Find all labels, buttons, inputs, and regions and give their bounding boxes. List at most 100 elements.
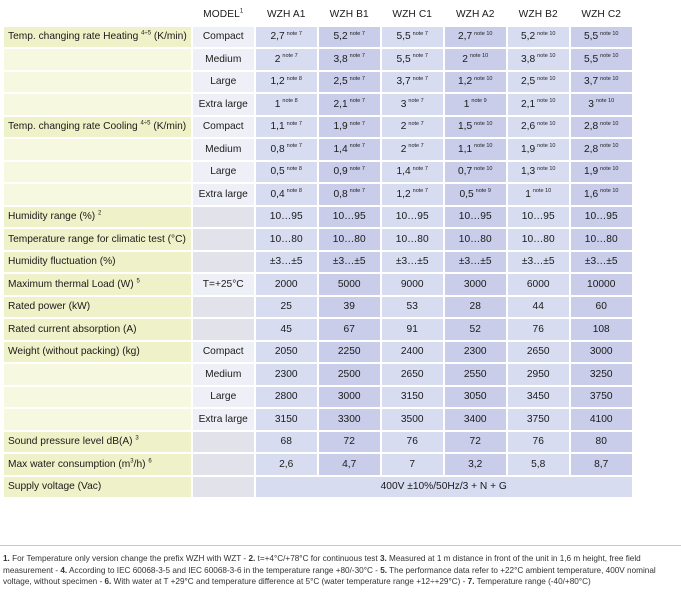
row-variant	[192, 251, 254, 272]
value-text: 10…95	[584, 211, 618, 223]
row-variant	[192, 476, 254, 497]
value-text: 1,5	[457, 121, 473, 133]
value-text: 5000	[337, 278, 361, 290]
value-text: 3000	[337, 391, 361, 403]
table-row: Rated power (kW) 25 39 53 28 44 60	[4, 296, 632, 317]
row-label: Humidity fluctuation (%)	[4, 251, 191, 272]
value-cell: ±3…±5	[507, 251, 569, 272]
value-cell: 1,1 note 7	[255, 116, 317, 137]
note-ref: note 10	[537, 30, 556, 37]
value-text: 72	[343, 436, 355, 448]
note-ref: note 7	[408, 120, 424, 127]
value-text: 2,7	[270, 31, 285, 43]
value-cell: 5,2 note 10	[507, 26, 569, 47]
value-text: 10…80	[332, 233, 366, 245]
value-text: 1,9	[520, 143, 536, 155]
value-cell: 0,8 note 7	[255, 139, 317, 160]
model-name: WZH C1	[381, 4, 443, 25]
table-row: Large 1,2 note 8 2,5 note 7 3,7 note 7 1,2 note …	[4, 71, 632, 92]
note-ref: note 7	[349, 75, 365, 82]
value-text: 2950	[526, 368, 550, 380]
value-cell: ±3…±5	[444, 251, 506, 272]
value-text: 108	[592, 323, 610, 335]
value-cell: 5,5 note 7	[381, 49, 443, 70]
value-cell: 108	[570, 319, 632, 340]
value-cell: 67	[318, 319, 380, 340]
value-text: 44	[532, 301, 544, 313]
value-cell: 3050	[444, 386, 506, 407]
value-cell: 1,9 note 10	[570, 161, 632, 182]
row-variant	[192, 206, 254, 227]
value-text: 3300	[337, 413, 361, 425]
value-cell: 10…95	[318, 206, 380, 227]
footnote-text: The performance data refer to +22°C ambi…	[3, 565, 656, 587]
value-cell: 1,6 note 10	[570, 184, 632, 205]
value-cell: 2,6	[255, 454, 317, 475]
value-cell: 0,7 note 10	[444, 161, 506, 182]
table-row: Temp. changing rate Heating 4÷5 (K/min) C…	[4, 26, 632, 47]
value-text: 2500	[337, 368, 361, 380]
value-text: 72	[469, 436, 481, 448]
value-text: 10…95	[521, 211, 555, 223]
row-label-text: Rated power (kW)	[8, 301, 91, 313]
value-text: 3150	[400, 391, 424, 403]
value-text: 2	[400, 143, 407, 155]
table-row: Supply voltage (Vac) 400V ±10%/50Hz/3 + N…	[4, 476, 632, 497]
note-ref: note 9	[475, 188, 491, 195]
row-variant: Medium	[192, 139, 254, 160]
row-label	[4, 409, 191, 430]
footnote-text: With water at T +29°C and temperature di…	[111, 577, 468, 586]
value-cell: 3 note 10	[570, 94, 632, 115]
row-label	[4, 94, 191, 115]
row-label-sup: 4÷5	[140, 120, 151, 127]
value-cell: 2800	[255, 386, 317, 407]
value-cell: 4,7	[318, 454, 380, 475]
footnote-number: 5.	[380, 565, 388, 575]
value-text: 2,5	[520, 76, 536, 88]
row-variant: Extra large	[192, 184, 254, 205]
model-header: MODEL1	[192, 4, 254, 25]
value-text: ±3…±5	[458, 256, 492, 268]
value-cell: 3 note 7	[381, 94, 443, 115]
value-text: 2	[400, 121, 407, 133]
value-text: 2	[274, 53, 281, 65]
value-cell: 5,2 note 7	[318, 26, 380, 47]
value-cell: 2 note 7	[255, 49, 317, 70]
value-cell: 45	[255, 319, 317, 340]
note-ref: note 7	[412, 188, 428, 195]
value-text: 10…80	[521, 233, 555, 245]
value-text: 0,7	[457, 166, 473, 178]
row-label-sup: 3	[130, 458, 134, 465]
value-text: ±3…±5	[584, 256, 618, 268]
value-cell: 10…80	[318, 229, 380, 250]
model-name: WZH B2	[507, 4, 569, 25]
row-label: Weight (without packing) (kg)	[4, 341, 191, 362]
note-ref: note 7	[282, 53, 298, 60]
value-text: 2	[462, 53, 468, 65]
footnote-number: 4.	[60, 565, 68, 575]
value-cell: 52	[444, 319, 506, 340]
value-cell: 3150	[255, 409, 317, 430]
value-cell: 3000	[444, 274, 506, 295]
value-cell: 3300	[318, 409, 380, 430]
value-text: ±3…±5	[332, 256, 366, 268]
value-cell: ±3…±5	[318, 251, 380, 272]
value-cell: 1,4 note 7	[318, 139, 380, 160]
value-cell: 3250	[570, 364, 632, 385]
value-text: 7	[409, 458, 416, 470]
value-cell: 2650	[381, 364, 443, 385]
note-ref: note 10	[600, 75, 619, 82]
value-text: 0,5	[270, 166, 285, 178]
value-cell: 1 note 10	[507, 184, 569, 205]
value-text: 3000	[463, 278, 487, 290]
value-text: 5,5	[583, 53, 599, 65]
value-cell: 2300	[255, 364, 317, 385]
value-text: 4100	[589, 413, 613, 425]
value-text: 1	[274, 98, 281, 110]
value-text: 2,8	[583, 143, 599, 155]
value-cell: 2,7 note 7	[255, 26, 317, 47]
row-label	[4, 161, 191, 182]
value-text: 2300	[463, 346, 487, 358]
value-cell: 0,5 note 9	[444, 184, 506, 205]
value-text: 0,9	[333, 166, 348, 178]
